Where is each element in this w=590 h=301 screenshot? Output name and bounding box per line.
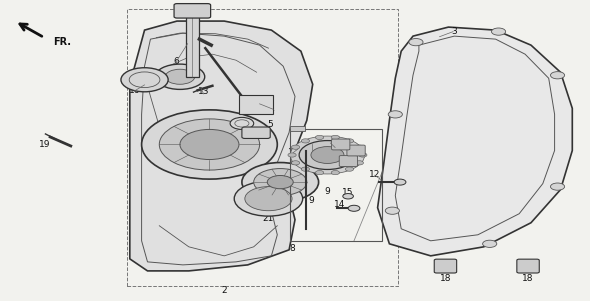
- Circle shape: [159, 119, 260, 170]
- Text: 11: 11: [329, 142, 341, 151]
- Text: 8: 8: [289, 244, 295, 253]
- Circle shape: [242, 163, 319, 202]
- Circle shape: [301, 139, 310, 143]
- Circle shape: [345, 167, 353, 171]
- Circle shape: [290, 136, 365, 174]
- Polygon shape: [378, 27, 572, 256]
- Circle shape: [267, 175, 293, 189]
- Circle shape: [165, 69, 195, 84]
- Text: FR.: FR.: [53, 36, 71, 47]
- Text: 12: 12: [369, 170, 381, 179]
- Text: 3: 3: [451, 27, 457, 36]
- Circle shape: [316, 170, 324, 175]
- Circle shape: [234, 181, 303, 216]
- FancyBboxPatch shape: [517, 259, 539, 273]
- Circle shape: [311, 147, 344, 163]
- Bar: [290, 129, 382, 241]
- Bar: [239, 95, 273, 114]
- FancyBboxPatch shape: [347, 145, 365, 156]
- Circle shape: [359, 153, 367, 157]
- Text: 9: 9: [309, 196, 314, 205]
- Circle shape: [491, 28, 506, 35]
- Text: 20: 20: [274, 200, 286, 209]
- Circle shape: [483, 240, 497, 247]
- Circle shape: [388, 111, 402, 118]
- Text: 19: 19: [38, 140, 50, 149]
- Text: 18: 18: [522, 274, 534, 283]
- FancyBboxPatch shape: [174, 4, 211, 18]
- Circle shape: [180, 129, 239, 160]
- Circle shape: [355, 145, 363, 149]
- Circle shape: [331, 170, 339, 175]
- Text: 14: 14: [333, 200, 345, 209]
- Text: 21: 21: [263, 214, 274, 223]
- Bar: [127, 9, 398, 286]
- Circle shape: [291, 161, 300, 165]
- Text: 4: 4: [268, 105, 274, 114]
- Circle shape: [301, 167, 310, 171]
- FancyBboxPatch shape: [339, 156, 358, 166]
- Bar: [186, 11, 199, 77]
- Circle shape: [316, 135, 324, 140]
- Text: 6: 6: [173, 57, 179, 66]
- Circle shape: [409, 39, 423, 46]
- Text: 10: 10: [304, 175, 316, 184]
- Text: 7: 7: [266, 132, 271, 141]
- FancyBboxPatch shape: [332, 139, 350, 150]
- Text: 9: 9: [346, 163, 352, 172]
- Circle shape: [550, 183, 565, 190]
- Circle shape: [254, 169, 307, 196]
- Circle shape: [550, 72, 565, 79]
- Circle shape: [385, 207, 399, 214]
- Text: 16: 16: [129, 86, 140, 95]
- Text: 15: 15: [342, 188, 354, 197]
- Circle shape: [291, 145, 300, 149]
- Text: 5: 5: [267, 120, 273, 129]
- Circle shape: [348, 205, 360, 211]
- Circle shape: [394, 179, 406, 185]
- FancyBboxPatch shape: [242, 127, 270, 138]
- Polygon shape: [130, 21, 313, 271]
- Circle shape: [355, 161, 363, 165]
- Text: 11: 11: [306, 144, 317, 154]
- Text: 18: 18: [440, 274, 451, 283]
- Circle shape: [121, 68, 168, 92]
- Text: 17: 17: [287, 147, 299, 157]
- Bar: [290, 126, 305, 131]
- FancyBboxPatch shape: [434, 259, 457, 273]
- Text: 13: 13: [198, 87, 209, 96]
- Circle shape: [288, 153, 296, 157]
- Circle shape: [142, 110, 277, 179]
- Circle shape: [343, 194, 353, 199]
- Circle shape: [331, 135, 339, 140]
- Circle shape: [345, 139, 353, 143]
- Text: 2: 2: [221, 286, 227, 295]
- Circle shape: [245, 187, 292, 211]
- Circle shape: [230, 117, 254, 129]
- Text: 9: 9: [324, 187, 330, 196]
- Circle shape: [155, 64, 205, 89]
- Circle shape: [299, 141, 356, 169]
